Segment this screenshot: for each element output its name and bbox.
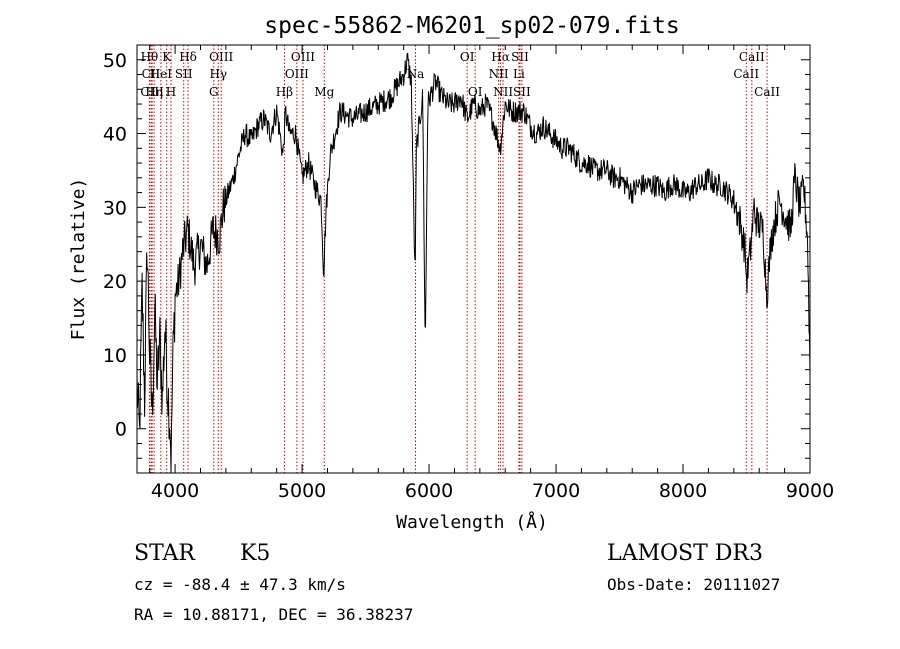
y-tick-label: 10 — [103, 345, 127, 367]
line-label: Hα — [491, 50, 510, 64]
line-label: SII — [513, 85, 531, 99]
y-tick-label: 50 — [103, 50, 127, 72]
coordinates: RA = 10.88171, DEC = 36.38237 — [134, 605, 413, 624]
line-label: Hδ — [179, 50, 197, 64]
axis-ticks: 4000 5000 6000 7000 8000 9000 0 10 20 30 40 50 — [103, 45, 834, 502]
line-label: K — [162, 50, 172, 64]
line-label: OI — [460, 50, 475, 64]
line-label: CaII — [754, 85, 780, 99]
line-label: CaII — [733, 67, 759, 81]
line-label: Hβ — [276, 85, 293, 99]
y-tick-label: 40 — [103, 124, 127, 146]
line-label: H — [166, 85, 176, 99]
line-label: SII — [511, 50, 529, 64]
spectrum-line — [136, 52, 811, 474]
observation-date: Obs-Date: 20111027 — [607, 575, 780, 594]
y-axis-label: Flux (relative) — [68, 178, 89, 341]
spectral-line-markers: Hθ CII CIII K HeI Hη Hδ SII H OIII Hγ G Hβ OIII OIII Mg… — [140, 45, 780, 473]
line-label: Hγ — [209, 67, 227, 81]
object-class: STAR — [134, 541, 196, 566]
line-label: NII — [489, 67, 509, 81]
line-label: SII — [175, 67, 193, 81]
line-label: Hθ — [141, 50, 159, 64]
line-label: OIII — [291, 50, 315, 64]
survey-name: LAMOST DR3 — [607, 541, 763, 566]
chart-title: spec-55862-M6201_sp02-079.fits — [264, 13, 679, 39]
x-tick-label: 6000 — [405, 480, 453, 502]
line-label: OIII — [285, 67, 309, 81]
y-tick-label: 20 — [103, 271, 127, 293]
line-label: CII — [142, 67, 161, 81]
x-tick-label: 4000 — [151, 480, 199, 502]
line-label: OI — [468, 85, 483, 99]
x-axis-label: Wavelength (Å) — [396, 511, 548, 533]
redshift-value: cz = -88.4 ± 47.3 km/s — [134, 575, 346, 594]
line-label: CIII — [140, 85, 164, 99]
object-subclass: K5 — [240, 541, 270, 566]
plot-frame — [136, 44, 811, 474]
y-tick-label: 30 — [103, 197, 127, 219]
x-tick-label: 8000 — [659, 480, 707, 502]
line-label: Li — [513, 67, 525, 81]
line-label: G — [209, 85, 219, 99]
x-tick-label: 5000 — [278, 480, 326, 502]
x-tick-label: 7000 — [532, 480, 580, 502]
x-tick-label: 9000 — [786, 480, 834, 502]
line-label: OIII — [209, 50, 233, 64]
y-tick-label: 0 — [115, 419, 127, 441]
line-label: HeI — [150, 67, 173, 81]
line-label: NII — [493, 85, 513, 99]
line-label: CaII — [739, 50, 765, 64]
line-label: Hη — [145, 85, 163, 99]
line-label: Mg — [314, 85, 334, 99]
